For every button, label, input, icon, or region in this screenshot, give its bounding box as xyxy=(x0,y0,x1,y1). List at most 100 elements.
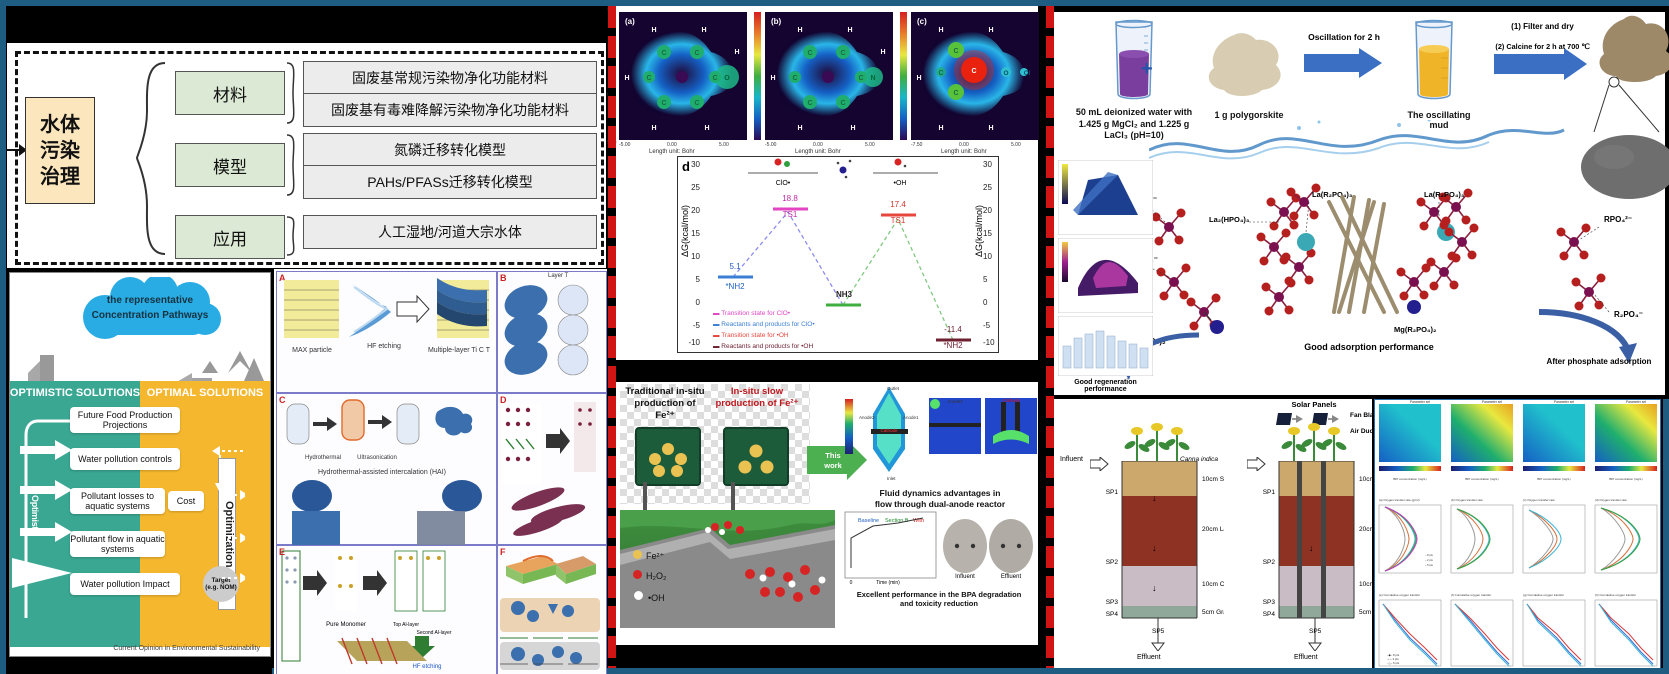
svg-text:BPI concentration (mg/L): BPI concentration (mg/L) xyxy=(1393,477,1426,481)
svg-text:H: H xyxy=(624,75,629,82)
svg-text:C: C xyxy=(694,100,699,107)
svg-text:-10: -10 xyxy=(983,338,995,347)
svg-text:(g) Cumulative oxygen transfer: (g) Cumulative oxygen transfer xyxy=(1523,593,1564,597)
svg-text:Ultrasonication: Ultrasonication xyxy=(357,455,397,461)
svg-text:Top Al-layer: Top Al-layer xyxy=(393,622,419,628)
svg-text:C: C xyxy=(807,50,812,57)
svg-text:TS1: TS1 xyxy=(783,210,798,219)
svg-text:Anode1: Anode1 xyxy=(903,415,919,420)
svg-text:SP1: SP1 xyxy=(1263,489,1276,496)
svg-text:C: C xyxy=(858,75,863,82)
svg-text:BPI concentration (mg/L): BPI concentration (mg/L) xyxy=(1537,477,1570,481)
svg-text:TS1: TS1 xyxy=(891,216,906,225)
svg-text:Effluent: Effluent xyxy=(1001,574,1022,580)
svg-text:SP3: SP3 xyxy=(1106,599,1119,606)
svg-text:Parameter set: Parameter set xyxy=(1554,400,1574,404)
svg-text:O: O xyxy=(1003,70,1008,77)
svg-text:H: H xyxy=(701,27,706,34)
svg-text:10: 10 xyxy=(691,252,700,261)
svg-text:Layer T: Layer T xyxy=(548,273,569,279)
svg-text:C: C xyxy=(840,50,845,57)
svg-text:(h) Cumulative oxygen transfer: (h) Cumulative oxygen transfer xyxy=(1595,593,1636,597)
svg-text:Cathode: Cathode xyxy=(880,428,898,433)
svg-text:-10: -10 xyxy=(688,338,700,347)
svg-text:(a): (a) xyxy=(625,17,635,26)
svg-text:C: C xyxy=(646,75,651,82)
svg-text:MAX particle: MAX particle xyxy=(292,347,332,354)
svg-text:Pure Monomer: Pure Monomer xyxy=(326,622,366,628)
svg-text:– 8 pts: – 8 pts xyxy=(1425,553,1433,557)
svg-text:Time (min): Time (min) xyxy=(876,580,900,586)
svg-text:Inlet: Inlet xyxy=(887,476,896,481)
svg-text:10cm Ceramsite: 10cm Ceramsite xyxy=(1202,581,1224,588)
svg-text:– 2 pts: – 2 pts xyxy=(1425,558,1433,562)
svg-text:Multiple-layer Ti C T: Multiple-layer Ti C T xyxy=(428,347,491,354)
svg-text:-5: -5 xyxy=(693,321,701,330)
svg-text:HF etching: HF etching xyxy=(412,664,441,670)
svg-text:C: C xyxy=(792,75,797,82)
svg-text:Outlet: Outlet xyxy=(887,386,900,391)
svg-text:15: 15 xyxy=(983,229,992,238)
svg-text:H: H xyxy=(704,125,709,132)
svg-text:C: C xyxy=(938,70,943,77)
svg-text:La(R₂PO₄)₃: La(R₂PO₄)₃ xyxy=(1424,190,1465,199)
svg-text:*NH2: *NH2 xyxy=(943,341,963,350)
svg-text:(e) Cumulative oxygen transfer: (e) Cumulative oxygen transfer xyxy=(1379,593,1420,597)
svg-text:Influent: Influent xyxy=(955,574,975,580)
svg-text:SP1: SP1 xyxy=(1106,489,1119,496)
svg-text:(f) Cumulative oxygen transfer: (f) Cumulative oxygen transfer xyxy=(1451,593,1491,597)
svg-text:10cm Sand: 10cm Sand xyxy=(1202,476,1224,483)
svg-text:-11.4: -11.4 xyxy=(944,325,962,334)
svg-text:18.8: 18.8 xyxy=(782,194,798,203)
svg-text:(c): (c) xyxy=(917,17,927,26)
svg-text:Cathode: Cathode xyxy=(1003,398,1021,403)
svg-text:La₂(HPO₄)₃: La₂(HPO₄)₃ xyxy=(1209,215,1250,224)
svg-text:25: 25 xyxy=(691,183,700,192)
svg-text:Parameter set: Parameter set xyxy=(1626,400,1646,404)
svg-text:(a) Oxygen transfer rate (g/m²: (a) Oxygen transfer rate (g/m²) xyxy=(1379,498,1420,502)
svg-text:0: 0 xyxy=(696,298,701,307)
svg-text:Second Al-layer: Second Al-layer xyxy=(416,630,451,636)
svg-text:O: O xyxy=(724,75,730,82)
svg-text:SP2: SP2 xyxy=(1263,559,1276,566)
svg-text:NH3: NH3 xyxy=(836,290,853,299)
svg-text:C: C xyxy=(694,50,699,57)
svg-text:H: H xyxy=(734,49,739,56)
svg-text:H: H xyxy=(938,27,943,34)
svg-text:– 5 pts: – 5 pts xyxy=(1425,563,1433,567)
svg-text:5: 5 xyxy=(983,275,988,284)
svg-text:C: C xyxy=(953,48,958,55)
svg-text:N: N xyxy=(870,75,875,82)
svg-text:Parameter set: Parameter set xyxy=(1410,400,1430,404)
svg-text:BPI concentration (mg/L): BPI concentration (mg/L) xyxy=(1465,477,1498,481)
svg-text:Cl: Cl xyxy=(1024,70,1031,77)
svg-text:–△– 5 pts: –△– 5 pts xyxy=(1387,661,1400,665)
svg-text:HF etching: HF etching xyxy=(367,343,401,350)
svg-text:5: 5 xyxy=(696,275,701,284)
svg-text:30: 30 xyxy=(691,160,700,169)
svg-text:H: H xyxy=(916,75,921,82)
svg-text:C: C xyxy=(807,100,812,107)
svg-text:-5: -5 xyxy=(983,321,991,330)
svg-text:La(R₂PO₄)₃: La(R₂PO₄)₃ xyxy=(1312,190,1353,199)
svg-text:Parameter set: Parameter set xyxy=(1482,400,1502,404)
svg-text:This: This xyxy=(825,451,840,460)
svg-text:H: H xyxy=(988,125,993,132)
svg-text:17.4: 17.4 xyxy=(890,200,906,209)
svg-text:C: C xyxy=(712,75,717,82)
svg-text:H: H xyxy=(797,125,802,132)
svg-text:(b) Oxygen transfer rate: (b) Oxygen transfer rate xyxy=(1451,498,1483,502)
svg-text:Hydrothermal: Hydrothermal xyxy=(305,455,341,461)
svg-text:H: H xyxy=(770,75,775,82)
svg-text:C: C xyxy=(840,100,845,107)
svg-text:15: 15 xyxy=(691,229,700,238)
svg-text:↓: ↓ xyxy=(1152,583,1157,593)
svg-text:H: H xyxy=(651,27,656,34)
svg-text:25: 25 xyxy=(983,183,992,192)
svg-text:↓: ↓ xyxy=(1152,543,1157,553)
svg-text:30: 30 xyxy=(983,160,992,169)
svg-text:ClO•: ClO• xyxy=(776,180,791,187)
svg-text:(b): (b) xyxy=(771,17,782,26)
svg-text:H: H xyxy=(880,49,885,56)
svg-text:RPO₄²⁻: RPO₄²⁻ xyxy=(1604,215,1632,224)
